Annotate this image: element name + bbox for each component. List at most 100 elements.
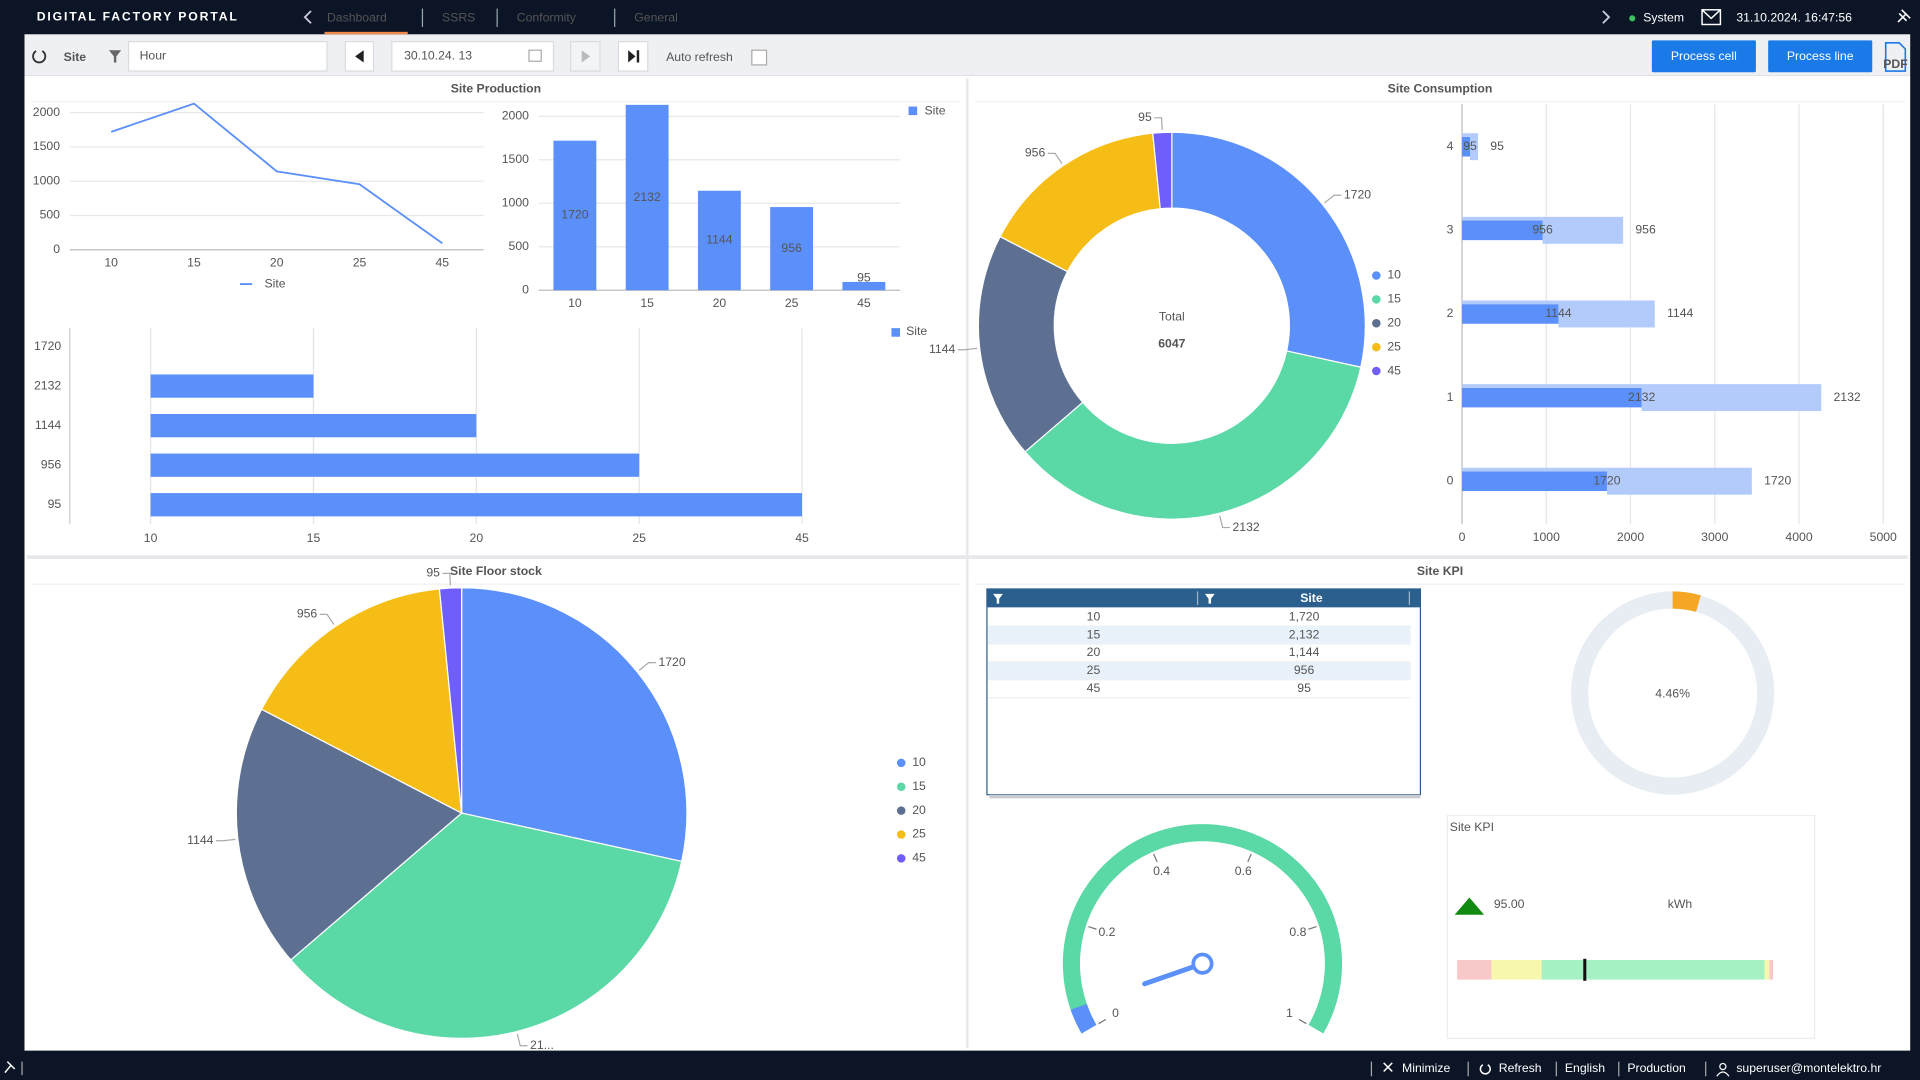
y-tick-label: 0 [522,282,529,296]
legend-label: 25 [1387,339,1401,353]
process-button[interactable] [1651,40,1756,73]
auto-refresh-checkbox[interactable] [751,49,768,66]
bar [150,453,640,477]
label-leader [1219,515,1231,529]
brand: DIGITAL FACTORY PORTAL [37,9,239,23]
x-tick-label: 25 [353,255,367,269]
bar-end-label: 1720 [1764,473,1791,487]
y-tick-label: 2132 [34,378,61,392]
footer-item[interactable]: Minimize [1402,1061,1450,1075]
footer-item[interactable]: English [1565,1061,1605,1075]
back-icon[interactable] [303,10,312,24]
x-tick-label: 3000 [1701,530,1728,544]
label-leader [215,838,236,842]
filter-icon[interactable] [108,50,122,63]
panel-title: Site Consumption [1388,82,1493,96]
x-tick-label: 15 [307,531,321,545]
bar-inner-label: 2132 [1628,390,1655,404]
process-button-label: Process line [1787,49,1854,63]
bar-value-label: 1720 [561,208,588,222]
gauge-tick-label: 0.2 [1098,925,1115,939]
bullet-band [1764,960,1770,980]
footer-pin-icon[interactable] [4,1061,16,1074]
nav-tab[interactable]: SSRS [442,11,475,25]
pin-icon[interactable] [1897,9,1911,23]
bar-segment-band [1462,216,1543,221]
table-cell: 45 [1087,681,1101,695]
gauge-tick [1298,1018,1307,1025]
bar [625,104,669,291]
process-button[interactable] [1768,40,1873,73]
nav-tab[interactable]: Dashboard [327,11,387,25]
legend-swatch [891,328,900,337]
gauge-tick [1247,853,1252,863]
bar-segment [1462,304,1559,324]
active-tab-underline [324,31,408,35]
line-series [110,102,443,245]
y-tick-label: 4 [1447,139,1454,153]
mail-icon[interactable] [1701,9,1722,26]
ring-value [1672,591,1701,612]
footer-item[interactable]: Refresh [1499,1061,1542,1075]
legend-swatch [1372,342,1381,352]
x-tick-label: 45 [435,255,449,269]
pie-slice [461,587,688,863]
nav-tab[interactable]: General [634,11,678,25]
status-dot [1629,15,1636,22]
legend-label: 45 [912,851,926,865]
column-filter-icon[interactable] [993,593,1003,604]
nav-tab[interactable]: Conformity [517,11,577,25]
label-leader [638,662,657,671]
y-tick-label: 0 [1447,473,1454,487]
y-tick-label: 1 [1447,390,1454,404]
slice-label: 21... [530,1038,554,1052]
bullet-band [1457,960,1492,980]
legend-swatch [1372,366,1381,376]
y-tick-label: 500 [40,208,61,222]
pie-slice [289,812,683,1039]
forward-icon[interactable] [1602,10,1611,24]
pie-slice [1152,131,1173,210]
bar-end-label: 2132 [1834,390,1861,404]
bar-segment-band [1462,384,1642,388]
legend-label: 15 [912,779,926,793]
bar-segment [1462,220,1543,241]
bar-segment-band [1462,133,1471,137]
bar-inner-label: 1144 [1545,306,1572,320]
panel-title: Site Production [451,82,541,96]
label-leader [1154,117,1163,131]
table-cell: 15 [1087,627,1101,641]
legend-swatch [896,806,906,815]
bar-value-label: 1144 [706,233,733,247]
refresh-icon[interactable] [32,50,47,64]
y-tick-label: 3 [1447,223,1454,237]
date-input[interactable] [391,41,555,72]
column-filter-icon[interactable] [1204,593,1215,604]
period-input[interactable] [127,41,328,72]
refresh-small-icon [1479,1064,1491,1075]
ring-label: 4.46% [1655,687,1690,701]
x-tick-label: 25 [785,296,799,310]
y-tick-label: 1000 [502,195,529,209]
bar-end-label: 95 [1490,139,1504,153]
process-button-label: Process cell [1671,49,1737,63]
table-cell: 25 [1087,663,1101,677]
bar [697,190,741,291]
slice-label: 2132 [1232,520,1259,534]
bar-end-label: 1144 [1667,306,1694,320]
x-tick-label: 1000 [1533,530,1560,544]
pdf-icon[interactable] [1884,42,1907,72]
label-leader [1047,152,1063,164]
y-tick-label: 1720 [34,339,61,353]
x-tick-label: 5000 [1870,530,1897,544]
x-tick-label: 4000 [1785,530,1812,544]
bar [553,140,597,291]
footer-item[interactable]: Production [1627,1061,1686,1075]
pdf-label: PDF [1883,57,1908,71]
footer-item[interactable]: superuser@montelektro.hr [1736,1061,1881,1075]
y-tick-label: 1500 [33,139,60,153]
trend-up-icon [1454,897,1485,915]
legend-label: Site [924,104,945,118]
kpi-card [1446,814,1816,1039]
next-icon [581,50,591,63]
